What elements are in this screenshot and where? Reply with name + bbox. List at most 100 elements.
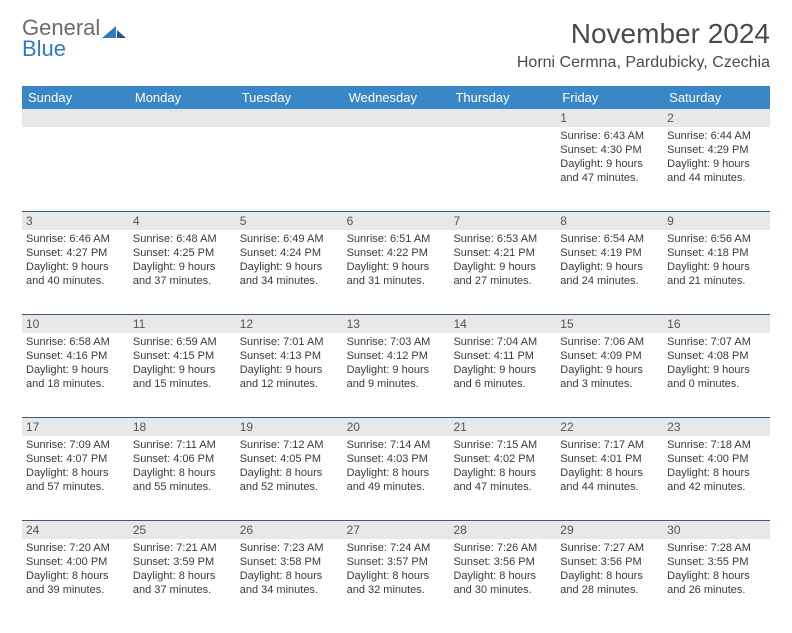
day-number: 27	[343, 521, 450, 539]
calendar-cell	[129, 127, 236, 211]
brand-text: General Blue	[22, 18, 100, 60]
sunset-line: Sunset: 3:56 PM	[453, 555, 552, 569]
sunrise-line: Sunrise: 7:15 AM	[453, 438, 552, 452]
sunrise-line: Sunrise: 6:54 AM	[560, 232, 659, 246]
calendar-cell: Sunrise: 6:44 AMSunset: 4:29 PMDaylight:…	[663, 127, 770, 211]
daylight-line: Daylight: 9 hours and 31 minutes.	[347, 260, 446, 288]
day-number: 2	[663, 109, 770, 127]
daylight-line: Daylight: 9 hours and 0 minutes.	[667, 363, 766, 391]
sunset-line: Sunset: 4:06 PM	[133, 452, 232, 466]
weekday-sat: Saturday	[663, 86, 770, 109]
daylight-line: Daylight: 8 hours and 30 minutes.	[453, 569, 552, 597]
daylight-line: Daylight: 8 hours and 49 minutes.	[347, 466, 446, 494]
calendar-cell	[22, 127, 129, 211]
day-number	[129, 109, 236, 127]
daylight-line: Daylight: 8 hours and 55 minutes.	[133, 466, 232, 494]
calendar-cell: Sunrise: 6:46 AMSunset: 4:27 PMDaylight:…	[22, 230, 129, 314]
calendar-cell: Sunrise: 7:15 AMSunset: 4:02 PMDaylight:…	[449, 436, 556, 520]
day-number: 8	[556, 212, 663, 230]
sunrise-line: Sunrise: 6:48 AM	[133, 232, 232, 246]
sunset-line: Sunset: 4:24 PM	[240, 246, 339, 260]
sunrise-line: Sunrise: 7:03 AM	[347, 335, 446, 349]
calendar-cell: Sunrise: 7:27 AMSunset: 3:56 PMDaylight:…	[556, 539, 663, 623]
day-number: 16	[663, 315, 770, 333]
day-number: 28	[449, 521, 556, 539]
daynum-band: 17181920212223	[22, 417, 770, 436]
day-number: 1	[556, 109, 663, 127]
calendar-cell: Sunrise: 7:07 AMSunset: 4:08 PMDaylight:…	[663, 333, 770, 417]
calendar-cell: Sunrise: 7:06 AMSunset: 4:09 PMDaylight:…	[556, 333, 663, 417]
day-number: 7	[449, 212, 556, 230]
sunset-line: Sunset: 3:57 PM	[347, 555, 446, 569]
calendar-cell: Sunrise: 7:24 AMSunset: 3:57 PMDaylight:…	[343, 539, 450, 623]
sunset-line: Sunset: 4:02 PM	[453, 452, 552, 466]
daylight-line: Daylight: 8 hours and 52 minutes.	[240, 466, 339, 494]
sunrise-line: Sunrise: 6:46 AM	[26, 232, 125, 246]
calendar-cell: Sunrise: 6:58 AMSunset: 4:16 PMDaylight:…	[22, 333, 129, 417]
daylight-line: Daylight: 9 hours and 6 minutes.	[453, 363, 552, 391]
daylight-line: Daylight: 9 hours and 9 minutes.	[347, 363, 446, 391]
sunset-line: Sunset: 4:08 PM	[667, 349, 766, 363]
sunset-line: Sunset: 4:21 PM	[453, 246, 552, 260]
daynum-band: 3456789	[22, 211, 770, 230]
sunset-line: Sunset: 4:19 PM	[560, 246, 659, 260]
calendar-week: Sunrise: 7:20 AMSunset: 4:00 PMDaylight:…	[22, 539, 770, 623]
sunset-line: Sunset: 3:56 PM	[560, 555, 659, 569]
calendar-cell: Sunrise: 6:56 AMSunset: 4:18 PMDaylight:…	[663, 230, 770, 314]
sunrise-line: Sunrise: 7:01 AM	[240, 335, 339, 349]
weekday-sun: Sunday	[22, 86, 129, 109]
day-number: 20	[343, 418, 450, 436]
sunrise-line: Sunrise: 6:56 AM	[667, 232, 766, 246]
daylight-line: Daylight: 9 hours and 37 minutes.	[133, 260, 232, 288]
calendar-cell: Sunrise: 7:09 AMSunset: 4:07 PMDaylight:…	[22, 436, 129, 520]
calendar-cell: Sunrise: 6:54 AMSunset: 4:19 PMDaylight:…	[556, 230, 663, 314]
day-number: 19	[236, 418, 343, 436]
sunset-line: Sunset: 4:13 PM	[240, 349, 339, 363]
daylight-line: Daylight: 9 hours and 34 minutes.	[240, 260, 339, 288]
month-title: November 2024	[517, 18, 770, 50]
calendar-week: Sunrise: 6:46 AMSunset: 4:27 PMDaylight:…	[22, 230, 770, 314]
daylight-line: Daylight: 8 hours and 26 minutes.	[667, 569, 766, 597]
day-number: 24	[22, 521, 129, 539]
sunrise-line: Sunrise: 7:09 AM	[26, 438, 125, 452]
calendar-cell	[236, 127, 343, 211]
sunrise-line: Sunrise: 6:44 AM	[667, 129, 766, 143]
sunrise-line: Sunrise: 7:21 AM	[133, 541, 232, 555]
brand-logo: General Blue	[22, 18, 128, 60]
sunset-line: Sunset: 4:03 PM	[347, 452, 446, 466]
calendar-cell: Sunrise: 7:03 AMSunset: 4:12 PMDaylight:…	[343, 333, 450, 417]
calendar-cell: Sunrise: 7:01 AMSunset: 4:13 PMDaylight:…	[236, 333, 343, 417]
day-number: 5	[236, 212, 343, 230]
daylight-line: Daylight: 9 hours and 44 minutes.	[667, 157, 766, 185]
sunset-line: Sunset: 4:01 PM	[560, 452, 659, 466]
day-number: 29	[556, 521, 663, 539]
sunset-line: Sunset: 4:09 PM	[560, 349, 659, 363]
daylight-line: Daylight: 9 hours and 12 minutes.	[240, 363, 339, 391]
daynum-band: 10111213141516	[22, 314, 770, 333]
daylight-line: Daylight: 9 hours and 47 minutes.	[560, 157, 659, 185]
brand-line2: Blue	[22, 39, 100, 60]
weekday-wed: Wednesday	[343, 86, 450, 109]
day-number: 14	[449, 315, 556, 333]
daylight-line: Daylight: 9 hours and 18 minutes.	[26, 363, 125, 391]
calendar-cell: Sunrise: 6:43 AMSunset: 4:30 PMDaylight:…	[556, 127, 663, 211]
calendar-cell	[449, 127, 556, 211]
calendar-page: General Blue November 2024 Horni Cermna,…	[0, 0, 792, 633]
weekday-tue: Tuesday	[236, 86, 343, 109]
weekday-thu: Thursday	[449, 86, 556, 109]
sunset-line: Sunset: 3:58 PM	[240, 555, 339, 569]
sunset-line: Sunset: 4:15 PM	[133, 349, 232, 363]
title-block: November 2024 Horni Cermna, Pardubicky, …	[517, 18, 770, 72]
daylight-line: Daylight: 8 hours and 39 minutes.	[26, 569, 125, 597]
daylight-line: Daylight: 9 hours and 40 minutes.	[26, 260, 125, 288]
sunset-line: Sunset: 4:27 PM	[26, 246, 125, 260]
calendar-cell: Sunrise: 6:49 AMSunset: 4:24 PMDaylight:…	[236, 230, 343, 314]
day-number: 6	[343, 212, 450, 230]
daylight-line: Daylight: 8 hours and 42 minutes.	[667, 466, 766, 494]
sunset-line: Sunset: 4:18 PM	[667, 246, 766, 260]
day-number: 17	[22, 418, 129, 436]
sunrise-line: Sunrise: 6:43 AM	[560, 129, 659, 143]
day-number	[236, 109, 343, 127]
sunrise-line: Sunrise: 6:49 AM	[240, 232, 339, 246]
daylight-line: Daylight: 8 hours and 32 minutes.	[347, 569, 446, 597]
